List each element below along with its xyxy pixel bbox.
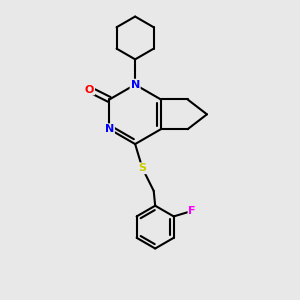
Text: F: F (188, 206, 196, 216)
Text: N: N (105, 124, 114, 134)
Text: O: O (85, 85, 94, 94)
Text: N: N (130, 80, 140, 90)
Text: S: S (138, 163, 146, 173)
